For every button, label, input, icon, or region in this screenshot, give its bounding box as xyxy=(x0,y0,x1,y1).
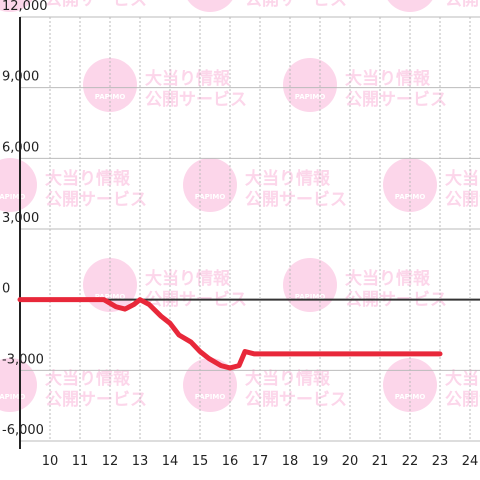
watermark-text: 公開サービス xyxy=(245,0,347,10)
watermark-logo xyxy=(283,258,337,312)
watermark-text: 公開サービス xyxy=(145,90,247,110)
watermark-text: 公開サービス xyxy=(445,190,480,210)
watermark-logo xyxy=(283,58,337,112)
watermark-text: 大当り情報 xyxy=(245,168,331,189)
watermark-logo-text: PAPIMO xyxy=(295,93,326,101)
data-line xyxy=(17,297,443,371)
x-tick-label: 17 xyxy=(252,454,269,469)
watermark-text: 大当り情報 xyxy=(45,368,131,389)
x-tick-label: 13 xyxy=(132,454,149,469)
watermark-text: 大当り情報 xyxy=(45,168,131,189)
watermark-text: 公開サービス xyxy=(45,390,147,410)
y-tick-label: -6,000 xyxy=(2,423,44,438)
watermark-text: 公開サービス xyxy=(45,190,147,210)
y-tick-label: -3,000 xyxy=(2,352,44,367)
x-tick-label: 20 xyxy=(342,454,359,469)
x-tick-label: 11 xyxy=(72,454,89,469)
watermark-text: 公開サービス xyxy=(445,0,480,10)
watermark-logo-text: PAPIMO xyxy=(295,293,326,301)
watermark-logo-text: PAPIMO xyxy=(0,0,25,1)
watermark-logo-text: PAPIMO xyxy=(0,193,25,201)
x-tick-label: 18 xyxy=(282,454,299,469)
x-tick-label: 22 xyxy=(402,454,419,469)
watermark-logo-text: PAPIMO xyxy=(195,193,226,201)
watermark-logo-text: PAPIMO xyxy=(0,393,25,401)
watermark-text: 公開サービス xyxy=(345,90,447,110)
watermark-logo-text: PAPIMO xyxy=(195,393,226,401)
x-tick-label: 15 xyxy=(192,454,209,469)
watermark-text: 公開サービス xyxy=(45,0,147,10)
y-tick-label: 0 xyxy=(2,282,10,297)
watermark-text: 大当り情報 xyxy=(445,368,480,389)
watermark-text: 大当り情報 xyxy=(345,268,431,289)
watermark-text: 大当り情報 xyxy=(145,68,231,89)
x-tick-label: 23 xyxy=(432,454,449,469)
watermark-text: 大当り情報 xyxy=(145,268,231,289)
x-tick-label: 14 xyxy=(162,454,179,469)
watermark-logo-text: PAPIMO xyxy=(395,0,426,1)
watermark-logo xyxy=(187,0,233,12)
watermark-logo xyxy=(183,358,237,412)
watermark-logo xyxy=(0,358,37,412)
watermark-text: 大当り情報 xyxy=(245,368,331,389)
x-tick-label: 19 xyxy=(312,454,329,469)
x-tick-label: 24 xyxy=(462,454,479,469)
watermark-text: 公開サービス xyxy=(245,390,347,410)
watermark-logo xyxy=(387,0,433,12)
y-tick-label: 12,000 xyxy=(2,0,48,14)
x-tick-label: 21 xyxy=(372,454,389,469)
watermark-text: 大当り情報 xyxy=(345,68,431,89)
watermark-logo-text: PAPIMO xyxy=(195,0,226,1)
watermark-logo xyxy=(183,158,237,212)
watermark-logo xyxy=(0,158,37,212)
watermark-logo xyxy=(0,0,33,12)
x-tick-label: 12 xyxy=(102,454,119,469)
watermark-text: 大当り情報 xyxy=(445,168,480,189)
x-tick-label: 10 xyxy=(42,454,59,469)
watermark-text: 公開サービス xyxy=(245,190,347,210)
x-tick-label: 16 xyxy=(222,454,239,469)
watermark-text: 公開サービス xyxy=(445,390,480,410)
